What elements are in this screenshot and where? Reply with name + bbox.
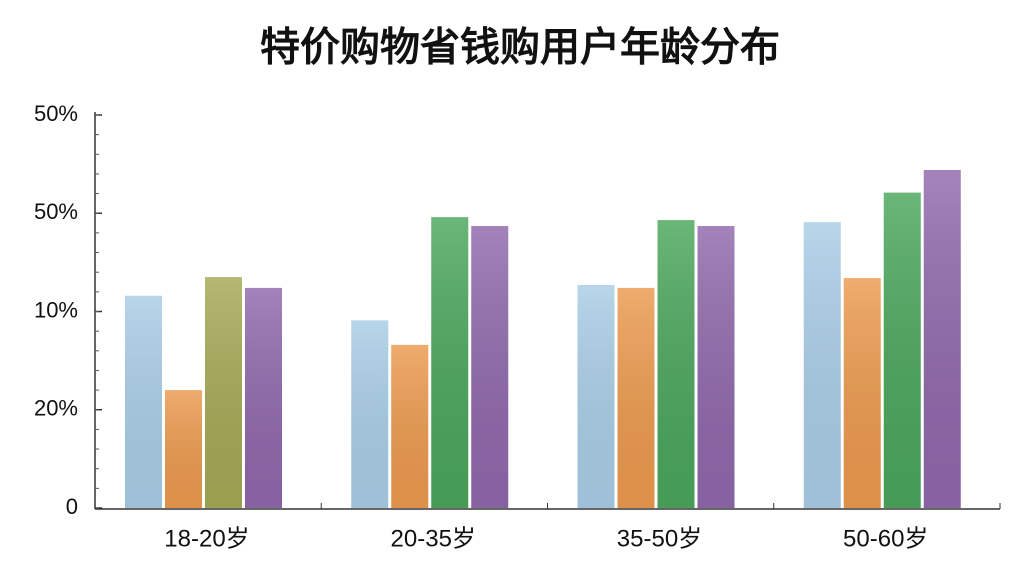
y-tick-label: 0 (66, 494, 78, 519)
y-tick-label: 10% (34, 297, 78, 322)
bar-shade (843, 278, 881, 508)
y-tick-label: 50% (34, 199, 78, 224)
bar-shade (205, 277, 242, 508)
bar-shade (923, 170, 961, 508)
bar-shade (391, 344, 429, 508)
bar-shade (657, 220, 695, 508)
chart-title: 特价购物省钱购用户年龄分布 (260, 26, 780, 70)
bar-shade (245, 287, 282, 508)
y-tick-label: 20% (34, 396, 78, 421)
bar-shade (351, 320, 389, 508)
x-tick-label: 20-35岁 (391, 525, 476, 552)
bar-shade (431, 217, 469, 508)
bar-shade (617, 287, 655, 508)
bar-shade (883, 192, 921, 508)
x-tick-label: 18-20岁 (164, 525, 249, 552)
bar-shade (803, 222, 841, 508)
bar-shade (471, 226, 509, 508)
bar-shade (697, 226, 735, 508)
y-tick-label: 50% (34, 101, 78, 126)
bar-shade (165, 390, 202, 508)
x-tick-label: 35-50岁 (617, 525, 702, 552)
x-tick-label: 50-60岁 (843, 525, 928, 552)
bar-shade (577, 284, 615, 508)
bar-shade (125, 295, 162, 508)
